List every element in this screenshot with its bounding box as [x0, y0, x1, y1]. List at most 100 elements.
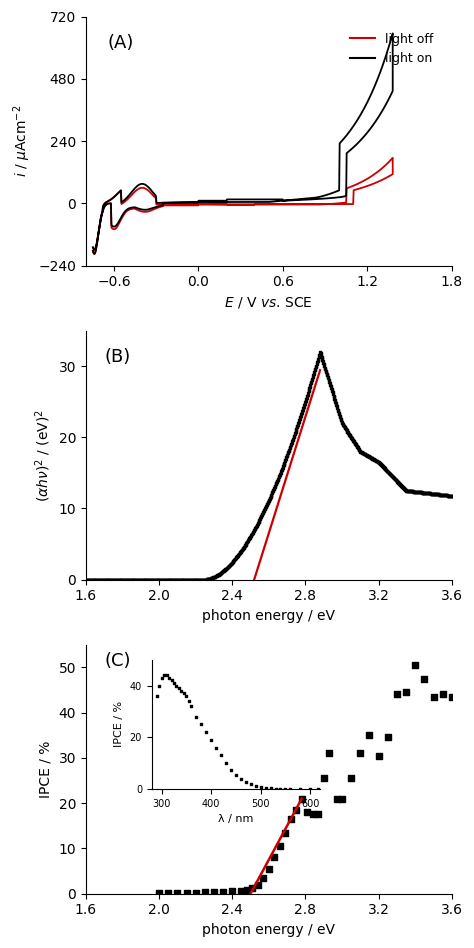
Point: [242, 537, 250, 552]
Point: [385, 465, 393, 481]
Point: [220, 563, 228, 578]
Point: [373, 453, 380, 468]
Point: [199, 572, 206, 587]
Point: [95, 572, 103, 587]
Point: [395, 476, 403, 491]
Point: [304, 387, 311, 402]
Point: [275, 468, 283, 483]
Point: [455, 489, 463, 504]
Point: [449, 488, 456, 503]
Point: [345, 426, 352, 441]
Point: [89, 572, 97, 587]
Point: [364, 448, 371, 464]
Point: [104, 572, 112, 587]
Legend: light off, light on: light off, light on: [345, 27, 438, 70]
Point: [285, 442, 293, 457]
Point: [82, 572, 89, 587]
Point: [437, 487, 444, 502]
Point: [346, 427, 353, 442]
Point: [407, 483, 415, 499]
Y-axis label: $i$ / $\mu$Acm$^{-2}$: $i$ / $\mu$Acm$^{-2}$: [11, 105, 33, 177]
Point: [76, 572, 84, 587]
Point: [366, 728, 374, 743]
Point: [425, 485, 433, 501]
Point: [189, 572, 197, 587]
Point: [156, 572, 164, 587]
Point: [369, 451, 377, 466]
Point: [449, 488, 457, 503]
Point: [367, 450, 375, 465]
Point: [100, 572, 107, 587]
Point: [188, 572, 196, 587]
Point: [219, 563, 227, 578]
Point: [313, 356, 320, 372]
Point: [83, 572, 91, 587]
Point: [361, 447, 369, 462]
Point: [209, 570, 217, 585]
Point: [183, 572, 191, 587]
Point: [339, 416, 346, 431]
Point: [127, 572, 134, 587]
Point: [251, 520, 259, 536]
Point: [228, 884, 236, 899]
Point: [361, 447, 368, 462]
Point: [192, 885, 200, 901]
Point: [268, 486, 276, 501]
Point: [125, 572, 133, 587]
Point: [290, 429, 297, 445]
Point: [320, 771, 328, 786]
Point: [283, 447, 291, 463]
Point: [221, 562, 228, 577]
Point: [441, 487, 449, 502]
Point: [394, 475, 402, 490]
Point: [432, 486, 440, 501]
Point: [242, 537, 249, 552]
Point: [389, 469, 397, 484]
Point: [120, 572, 128, 587]
Point: [162, 572, 169, 587]
Point: [153, 572, 160, 587]
Point: [301, 394, 309, 410]
Point: [323, 366, 330, 381]
Point: [280, 458, 287, 473]
Point: [265, 494, 273, 509]
Point: [452, 489, 460, 504]
Point: [74, 572, 82, 587]
Point: [249, 525, 256, 540]
Point: [171, 572, 178, 587]
Point: [111, 572, 118, 587]
Point: [333, 397, 340, 412]
Point: [238, 543, 246, 558]
Point: [348, 430, 356, 446]
Point: [244, 533, 252, 548]
Point: [347, 771, 355, 786]
Point: [384, 465, 392, 480]
Point: [278, 462, 286, 477]
Point: [340, 419, 348, 434]
X-axis label: $E$ / V $\it{vs}$. SCE: $E$ / V $\it{vs}$. SCE: [225, 295, 313, 310]
Point: [436, 487, 443, 502]
Point: [324, 370, 331, 385]
Point: [421, 485, 428, 501]
Point: [314, 353, 321, 368]
Point: [311, 361, 319, 376]
Point: [117, 572, 124, 587]
Point: [423, 485, 431, 501]
Point: [254, 517, 261, 532]
Point: [188, 572, 195, 587]
Point: [216, 566, 223, 581]
Point: [453, 489, 461, 504]
Point: [386, 466, 394, 482]
Point: [128, 572, 136, 587]
Point: [195, 572, 203, 587]
Point: [137, 572, 144, 587]
Point: [372, 453, 380, 468]
Point: [444, 488, 451, 503]
Point: [120, 572, 128, 587]
Point: [86, 572, 94, 587]
Point: [367, 450, 374, 465]
Point: [198, 572, 205, 587]
Point: [454, 489, 461, 504]
Point: [407, 483, 414, 499]
Point: [215, 567, 223, 582]
